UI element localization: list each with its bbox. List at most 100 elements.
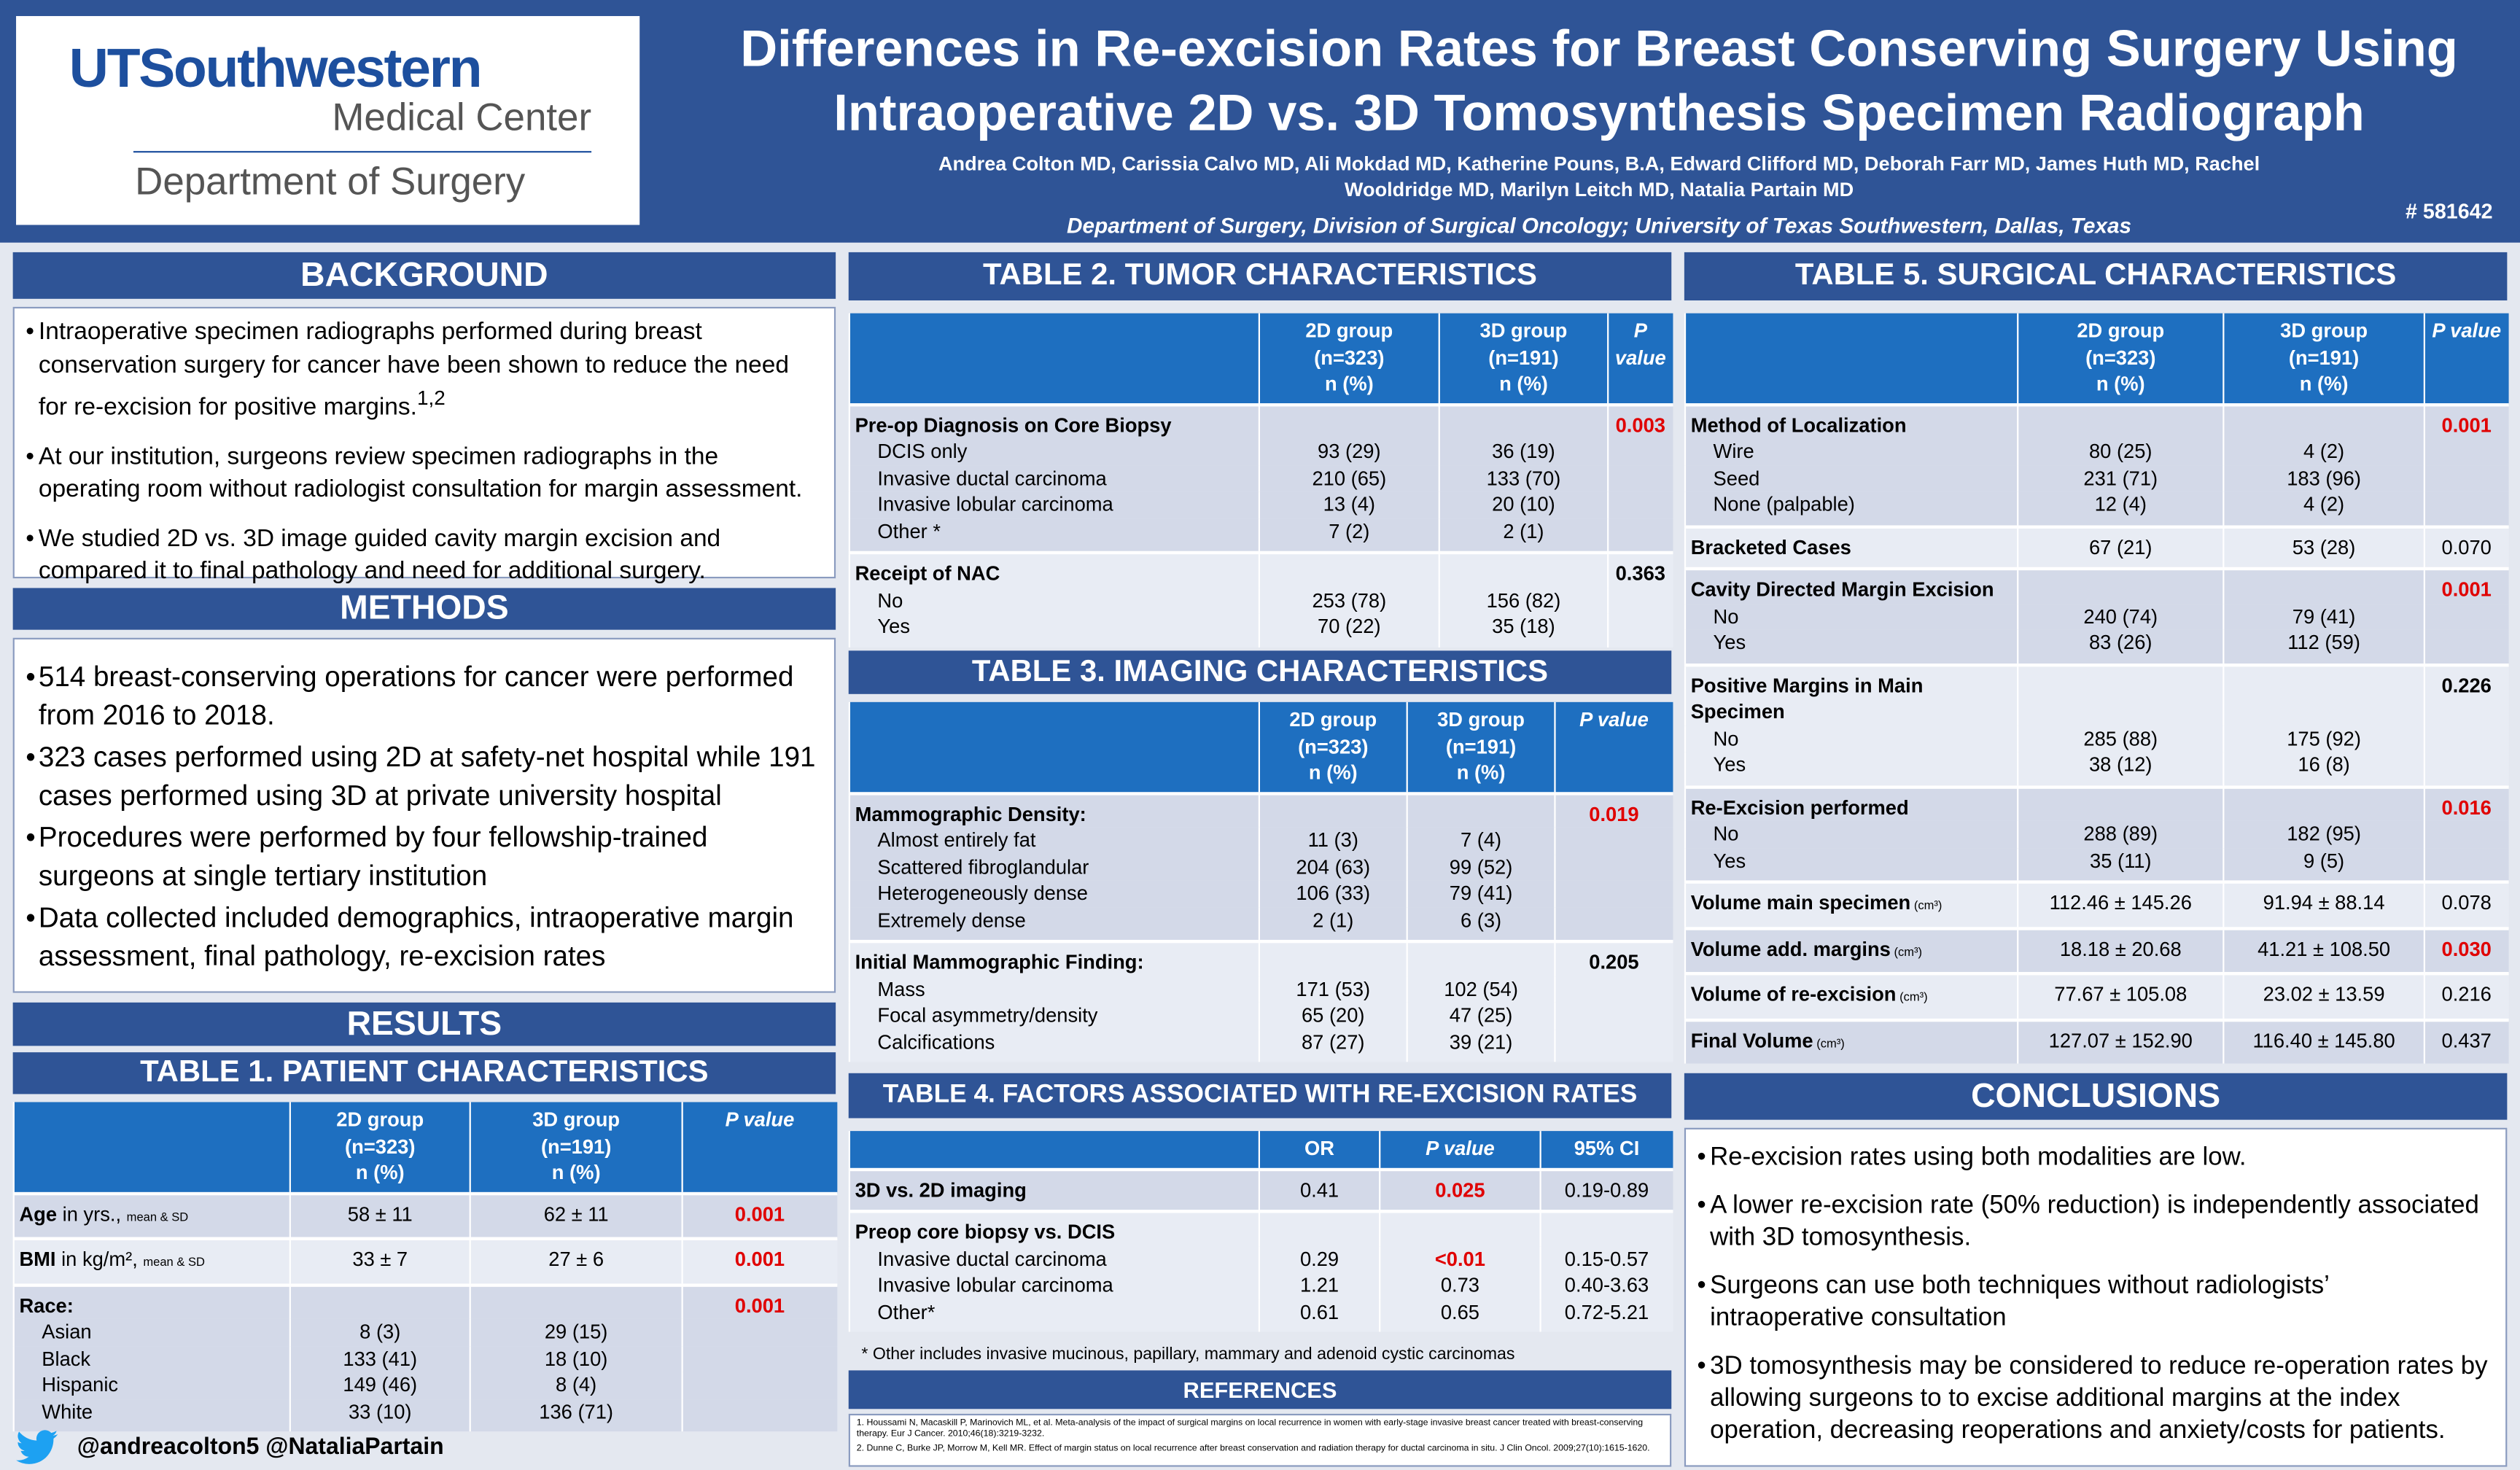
value-cell: 77.67 ± 105.08 xyxy=(2017,973,2224,1019)
value-cell: 18.18 ± 20.68 xyxy=(2017,928,2224,974)
header-text: (n=191) xyxy=(2288,346,2360,369)
value-cell: 116.40 ± 145.80 xyxy=(2222,1019,2424,1064)
bullet-item: We studied 2D vs. 3D image guided cavity… xyxy=(21,523,818,588)
row-label: Invasive lobular carcinoma xyxy=(848,1272,1259,1299)
cell-value: 65 (20) xyxy=(1301,1004,1365,1027)
value-cell xyxy=(681,1372,837,1399)
sub-label: Asian xyxy=(42,1321,92,1343)
row-label: DCIS only xyxy=(848,438,1259,465)
bullet-text: A lower re-excision rate (50% reduction)… xyxy=(1710,1191,2479,1252)
value-cell: 0.030 xyxy=(2423,928,2508,974)
value-cell xyxy=(2017,664,2224,726)
value-cell: 80 (25) xyxy=(2017,438,2224,465)
logo: UTSouthwestern Medical Center Department… xyxy=(16,16,640,225)
section-heading: BACKGROUND xyxy=(12,252,836,299)
value-cell: 0.40-3.63 xyxy=(1539,1272,1673,1299)
row-label: Cavity Directed Margin Excision xyxy=(1684,568,2018,604)
social-handles: @andreacolton5 @NataliaPartain xyxy=(77,1434,444,1461)
value-cell: 65 (20) xyxy=(1258,1002,1407,1030)
group-row: Method of Localization 0.001 xyxy=(1684,404,2508,439)
header-text: n (%) xyxy=(2299,373,2349,396)
header-text: n (%) xyxy=(1499,373,1548,396)
value-cell: 99 (52) xyxy=(1406,854,1555,881)
bullet-text: 514 breast-conserving operations for can… xyxy=(38,660,794,731)
group-row: Race: 0.001 xyxy=(12,1284,837,1319)
value-cell xyxy=(2423,438,2508,465)
cell-value: 0.070 xyxy=(2441,535,2492,559)
header-row: 2D group (n=323) n (%) 3D group (n=191) n (%)… xyxy=(848,313,1673,405)
label-note: mean & SD xyxy=(143,1254,205,1269)
header-text: P value xyxy=(2432,319,2502,343)
value-cell xyxy=(1539,1211,1673,1246)
header-text: 3D group xyxy=(2280,319,2368,343)
row-label: Yes xyxy=(1684,752,2018,787)
group-label: Initial Mammographic Finding: xyxy=(855,951,1144,974)
value-cell xyxy=(2017,568,2224,604)
row-label: Method of Localization xyxy=(1684,404,2018,439)
row-group: Positive Margins in Main Specimen 0.226 No… xyxy=(1684,664,2508,787)
value-cell: 33 (10) xyxy=(289,1398,470,1432)
row-group: Race: 0.001 Asian 8 (3) 29 (15) Black 133 (41)… xyxy=(12,1284,837,1432)
methods-box: 514 breast-conserving operations for can… xyxy=(12,637,836,993)
header-cell: P value xyxy=(1554,701,1673,793)
header-text: 2D group xyxy=(2077,319,2165,343)
sub-row: Other* 0.61 0.65 0.72-5.21 xyxy=(848,1299,1673,1332)
cell-value: 0.078 xyxy=(2441,891,2492,914)
group-row: Preop core biopsy vs. DCIS xyxy=(848,1211,1673,1246)
header-row: 2D group (n=323) n (%) 3D group (n=191) n (%)… xyxy=(1684,313,2508,405)
cell-value: 0.016 xyxy=(2441,796,2492,819)
value-cell xyxy=(2017,404,2224,439)
value-cell: 93 (29) xyxy=(1258,438,1439,465)
sub-label: No xyxy=(1713,726,1739,750)
group-row: BMI in kg/m², mean & SD 33 ± 7 27 ± 6 0.001 xyxy=(12,1238,837,1285)
cell-value: 16 (8) xyxy=(2298,753,2350,777)
value-cell xyxy=(1554,827,1673,855)
bullet-text: Surgeons can use both techniques without… xyxy=(1710,1272,2329,1332)
value-cell: 9 (5) xyxy=(2222,847,2424,882)
abstract-id: # 581642 xyxy=(2405,199,2493,224)
cell-value: 0.73 xyxy=(1440,1274,1479,1297)
table-title: TABLE 5. SURGICAL CHARACTERISTICS xyxy=(1684,252,2508,301)
sub-label: Yes xyxy=(1713,849,1746,872)
cell-value: 79 (41) xyxy=(1449,882,1513,905)
cell-value: 67 (21) xyxy=(2088,535,2152,559)
value-cell xyxy=(1607,464,1673,492)
group-row: Volume main specimen (cm³) 112.46 ± 145.2… xyxy=(1684,882,2508,928)
cell-value: 0.41 xyxy=(1299,1178,1339,1201)
value-cell: 210 (65) xyxy=(1258,464,1439,492)
cell-value: 83 (26) xyxy=(2088,631,2152,654)
cell-value: 2 (1) xyxy=(1503,519,1544,542)
sub-label: No xyxy=(877,588,903,612)
row-label: Seed xyxy=(1684,464,2018,492)
group-row: Positive Margins in Main Specimen 0.226 xyxy=(1684,664,2508,726)
value-cell: 79 (41) xyxy=(2222,603,2424,630)
group-label: Race: xyxy=(19,1294,74,1317)
bullet-text: Intraoperative specimen radiographs perf… xyxy=(38,318,789,421)
header-cell: 3D group (n=191) n (%) xyxy=(2222,313,2424,405)
bullet-list: Re-excision rates using both modalities … xyxy=(1692,1143,2499,1448)
header-row: OR P value 95% CI xyxy=(848,1131,1673,1169)
value-cell xyxy=(2222,404,2424,439)
row-label: No xyxy=(848,587,1259,614)
group-row: Re-Excision performed 0.016 xyxy=(1684,786,2508,821)
sub-label: Black xyxy=(42,1347,91,1370)
value-cell xyxy=(2423,464,2508,492)
value-cell xyxy=(1607,613,1673,647)
value-cell xyxy=(2423,603,2508,630)
citation: 1,2 xyxy=(416,386,446,410)
value-cell xyxy=(1607,438,1673,465)
header-text: n (%) xyxy=(355,1161,405,1184)
cell-value: 8 (4) xyxy=(556,1373,597,1396)
bullet-text: We studied 2D vs. 3D image guided cavity… xyxy=(38,524,721,586)
cell-value: 0.216 xyxy=(2441,983,2492,1006)
value-cell: 156 (82) xyxy=(1438,587,1609,614)
value-cell: 70 (22) xyxy=(1258,613,1439,647)
data-table: 2D group (n=323) n (%) 3D group (n=191) n (%)… xyxy=(12,1102,837,1432)
cell-value: 112 (59) xyxy=(2287,631,2360,654)
cell-value: 127.07 ± 152.90 xyxy=(2048,1029,2193,1052)
header-text: (n=323) xyxy=(1314,346,1385,369)
group-label: 3D vs. 2D imaging xyxy=(855,1178,1027,1201)
header-text: 2D group xyxy=(1305,319,1393,343)
table-wrap: 2D group (n=323) n (%) 3D group (n=191) n (%)… xyxy=(848,701,1673,1062)
value-cell: 8 (3) xyxy=(289,1318,470,1346)
